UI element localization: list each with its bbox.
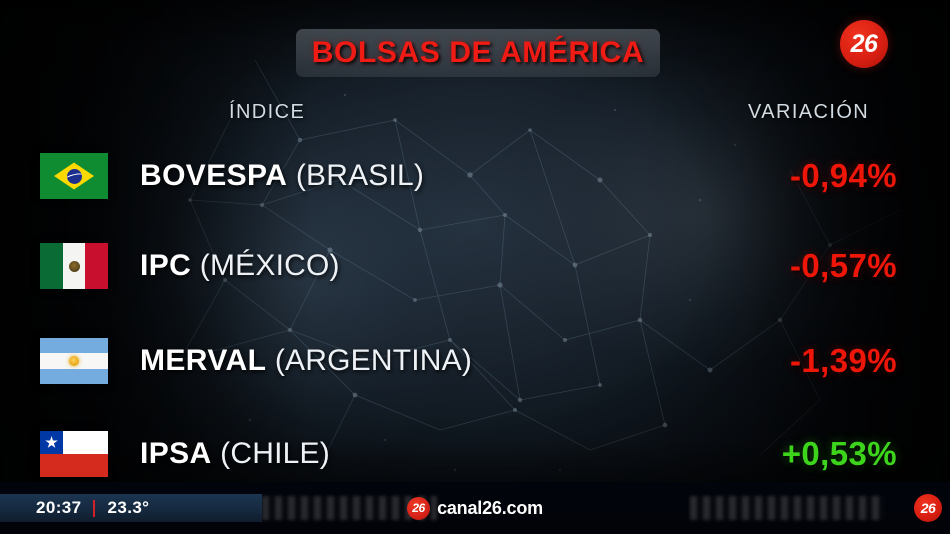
argentina-flag-icon	[40, 338, 108, 384]
time-temperature-block: 20:37 23.3°	[0, 494, 262, 522]
index-label: BOVESPA (BRASIL)	[140, 159, 424, 193]
table-row: IPC (MÉXICO) -0,57%	[0, 236, 950, 296]
variation-value: -1,39%	[790, 342, 897, 379]
title-plate	[296, 29, 660, 77]
index-name: IPSA	[140, 437, 212, 470]
index-country: (ARGENTINA)	[274, 344, 473, 377]
index-label: MERVAL (ARGENTINA)	[140, 344, 472, 378]
index-country: (CHILE)	[220, 437, 330, 470]
clock-text: 20:37	[36, 498, 82, 517]
variation-value: +0,53%	[781, 435, 897, 472]
chile-flag-icon	[40, 431, 108, 477]
corner-channel-logo-icon: 26	[914, 494, 942, 522]
site-url-text: canal26.com	[437, 497, 543, 518]
page-title: BOLSAS DE AMÉRICA	[311, 36, 645, 69]
site-branding: 26 canal26.com	[0, 494, 950, 522]
temperature-text: 23.3°	[107, 498, 150, 517]
index-country: (BRASIL)	[295, 159, 425, 192]
index-name: BOVESPA	[140, 159, 288, 192]
channel-logo-icon: 26	[840, 20, 888, 68]
index-country: (MÉXICO)	[199, 249, 340, 282]
table-row: IPSA (CHILE) +0,53%	[0, 424, 950, 484]
index-label: IPSA (CHILE)	[140, 437, 330, 471]
site-badge-icon: 26	[407, 496, 431, 520]
column-header-variation: VARIACIÓN	[748, 101, 870, 123]
index-name: IPC	[140, 249, 192, 282]
mexico-flag-icon	[40, 243, 108, 289]
index-label: IPC (MÉXICO)	[140, 249, 340, 283]
variation-value: -0,57%	[790, 247, 897, 284]
table-row: MERVAL (ARGENTINA) -1,39%	[0, 331, 950, 391]
variation-value: -0,94%	[790, 157, 897, 194]
index-name: MERVAL	[140, 344, 267, 377]
table-row: BOVESPA (BRASIL) -0,94%	[0, 146, 950, 206]
ticker-blur-right	[690, 496, 885, 520]
bottom-bar: 20:37 23.3° 26 canal26.com 26	[0, 482, 950, 534]
brazil-flag-icon	[40, 153, 108, 199]
separator	[93, 499, 96, 517]
column-header-index: ÍNDICE	[229, 101, 306, 123]
